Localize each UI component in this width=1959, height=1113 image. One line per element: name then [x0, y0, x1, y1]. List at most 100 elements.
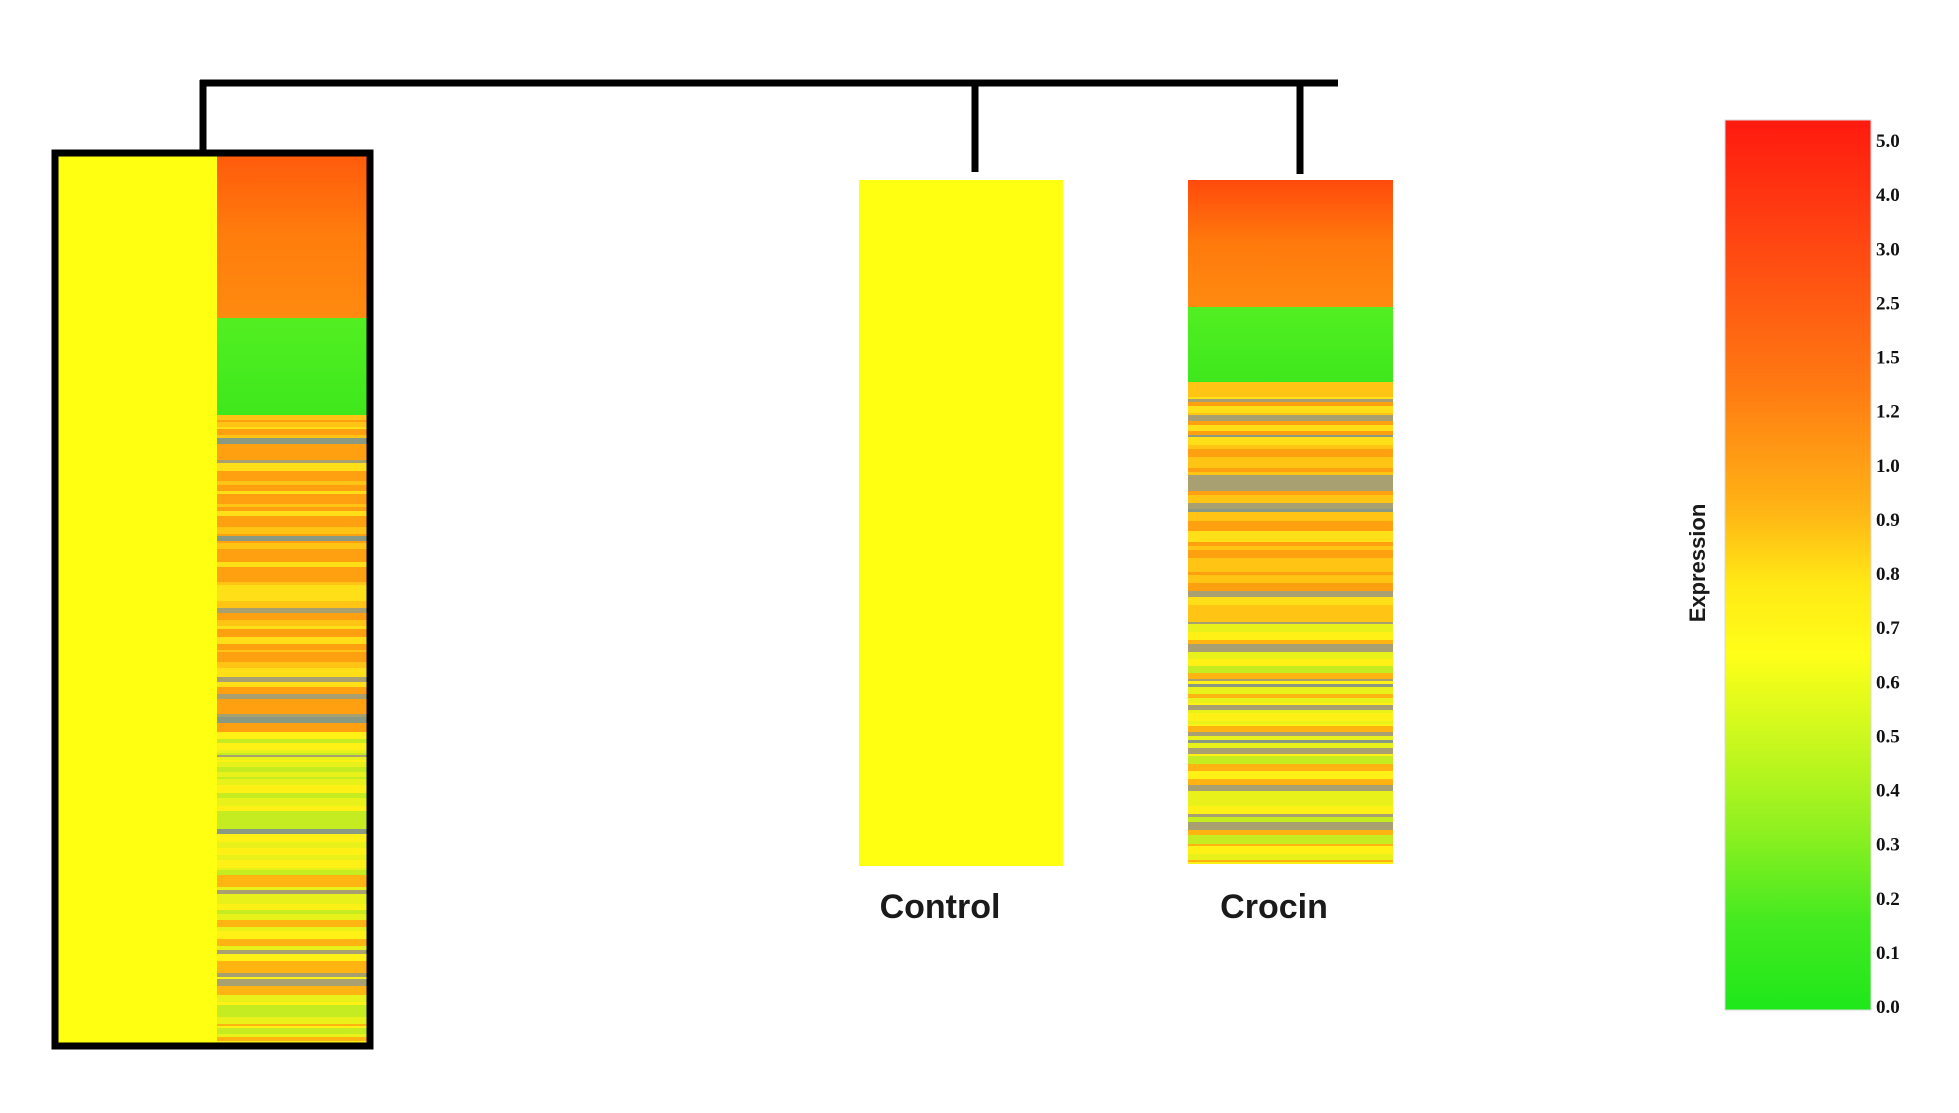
zoom-stripe — [217, 907, 368, 910]
crocin-stripe — [1188, 726, 1393, 732]
zoom-stripe — [217, 494, 368, 499]
zoom-stripe — [217, 920, 368, 927]
crocin-stripe — [1188, 743, 1393, 748]
zoom-stripe — [217, 868, 368, 870]
crocin-stripe — [1188, 550, 1393, 558]
crocin-stripe — [1188, 519, 1393, 521]
zoom-stripe — [217, 954, 368, 956]
crocin-stripe — [1188, 558, 1393, 565]
crocin-stripe — [1188, 718, 1393, 721]
zoom-stripe — [217, 961, 368, 969]
zoom-stripe — [217, 717, 368, 723]
crocin-stripe — [1188, 572, 1393, 575]
zoom-stripe — [217, 1002, 368, 1005]
crocin-stripe — [1188, 597, 1393, 605]
zoom-stripe — [217, 1005, 368, 1013]
zoom-panel-crocin-stripes — [217, 415, 368, 1043]
zoom-stripe — [217, 762, 368, 767]
heatmap-cell-crocin-high — [1188, 180, 1393, 307]
zoom-stripe — [217, 617, 368, 620]
crocin-stripe — [1188, 764, 1393, 771]
zoom-stripe — [217, 848, 368, 855]
zoom-stripe — [217, 549, 368, 557]
crocin-stripe — [1188, 830, 1393, 835]
zoom-stripe — [217, 910, 368, 914]
zoom-stripe — [217, 485, 368, 491]
colorbar-tick: 0.8 — [1876, 564, 1900, 585]
zoom-stripe — [217, 687, 368, 694]
zoom-stripe — [217, 991, 368, 995]
zoom-stripe — [217, 601, 368, 608]
crocin-stripe — [1188, 491, 1393, 495]
crocin-stripe — [1188, 382, 1393, 389]
zoom-stripe — [217, 811, 368, 818]
zoom-stripe — [217, 521, 368, 527]
zoom-stripe — [217, 779, 368, 785]
crocin-stripe — [1188, 822, 1393, 830]
colorbar-tick: 1.5 — [1876, 348, 1900, 369]
zoom-stripe — [217, 455, 368, 460]
zoom-stripe — [217, 668, 368, 674]
crocin-stripe — [1188, 860, 1393, 862]
crocin-stripe — [1188, 512, 1393, 519]
zoom-stripe — [217, 699, 368, 702]
crocin-stripe — [1188, 475, 1393, 483]
zoom-stripe — [217, 727, 368, 732]
zoom-stripe — [217, 829, 368, 834]
crocin-stripe — [1188, 713, 1393, 718]
zoom-stripe — [217, 516, 368, 521]
colorbar-tick: 0.6 — [1876, 672, 1900, 693]
zoom-stripe — [217, 1041, 368, 1043]
zoom-stripe — [217, 806, 368, 811]
crocin-stripe — [1188, 640, 1393, 644]
zoom-stripe — [217, 637, 368, 639]
zoom-stripe — [217, 887, 368, 890]
zoom-stripe — [217, 608, 368, 613]
zoom-stripe — [217, 995, 368, 1002]
crocin-stripe — [1188, 681, 1393, 684]
zoom-stripe — [217, 734, 368, 739]
zoom-stripe — [217, 956, 368, 961]
zoom-stripe — [217, 855, 368, 860]
zoom-stripe — [217, 527, 368, 534]
crocin-stripe — [1188, 798, 1393, 806]
zoom-stripe — [217, 939, 368, 941]
zoom-stripe — [217, 1024, 368, 1026]
crocin-stripe — [1188, 397, 1393, 399]
colorbar-tick: 4.0 — [1876, 185, 1900, 206]
zoom-stripe — [217, 1013, 368, 1017]
colorbar-tick: 0.0 — [1876, 997, 1900, 1018]
zoom-stripe — [217, 491, 368, 494]
colorbar-gradient — [1724, 119, 1872, 1011]
zoom-stripe — [217, 950, 368, 954]
zoom-stripe — [217, 639, 368, 644]
zoom-stripe — [217, 534, 368, 536]
crocin-stripe — [1188, 736, 1393, 740]
crocin-stripe — [1188, 445, 1393, 449]
zoom-stripe — [217, 473, 368, 481]
crocin-stripe — [1188, 779, 1393, 785]
crocin-stripe — [1188, 413, 1393, 415]
crocin-stripe — [1188, 791, 1393, 798]
zoom-stripe — [217, 575, 368, 582]
crocin-stripe — [1188, 703, 1393, 705]
zoom-stripe — [217, 914, 368, 920]
zoom-stripe — [217, 415, 368, 420]
crocin-stripe — [1188, 687, 1393, 694]
zoom-stripe — [217, 427, 368, 429]
zoom-stripe — [217, 834, 368, 842]
crocin-stripe — [1188, 710, 1393, 713]
crocin-stripe — [1188, 666, 1393, 673]
zoom-stripe — [217, 536, 368, 541]
zoom-stripe — [217, 1037, 368, 1041]
crocin-stripe — [1188, 817, 1393, 822]
zoom-stripe — [217, 767, 368, 772]
zoom-stripe — [217, 652, 368, 660]
zoom-stripe — [217, 660, 368, 662]
colorbar-tick: 0.7 — [1876, 618, 1900, 639]
zoom-stripe — [217, 1034, 368, 1037]
crocin-stripe — [1188, 399, 1393, 402]
crocin-stripe — [1188, 421, 1393, 425]
crocin-stripe — [1188, 483, 1393, 491]
